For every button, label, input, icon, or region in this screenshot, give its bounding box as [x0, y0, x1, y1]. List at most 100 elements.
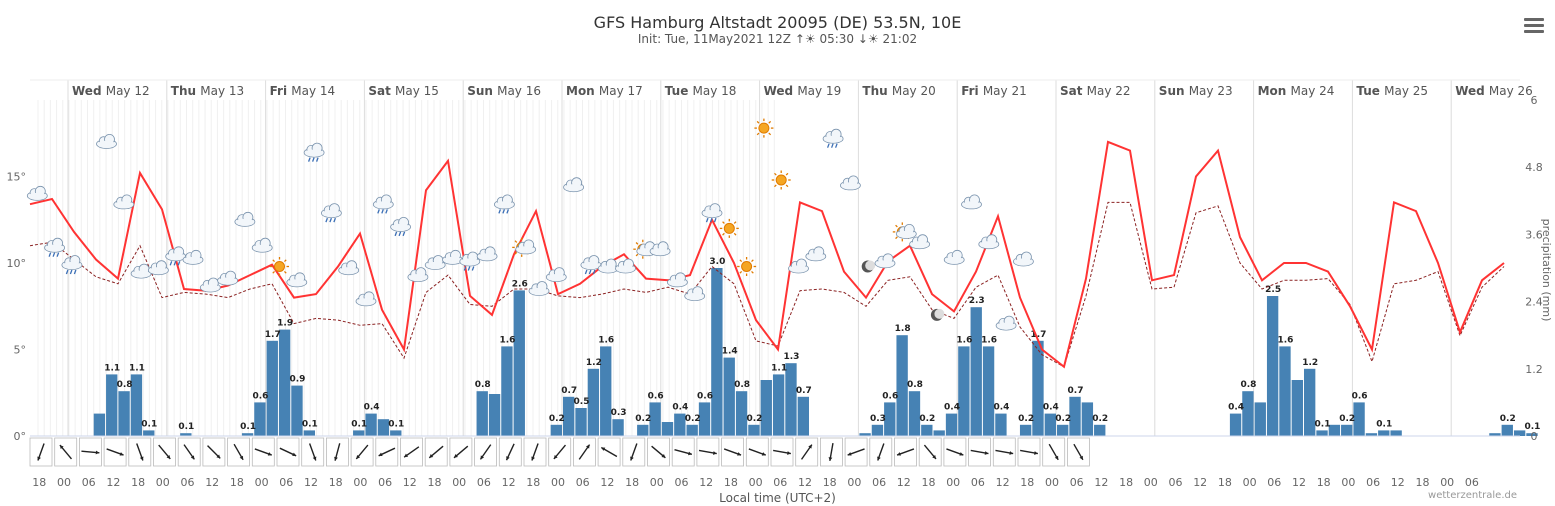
wind-arrow-icon	[723, 448, 742, 456]
hamburger-menu-icon[interactable]	[1524, 18, 1544, 34]
cloud-icon	[147, 260, 169, 276]
precip-bar	[1094, 424, 1106, 436]
wind-arrow-icon	[355, 444, 369, 460]
cloud-icon	[788, 258, 809, 274]
rain-cloud-icon	[303, 142, 325, 162]
precip-label: 0.7	[1068, 386, 1084, 396]
x-tick-label: 12	[996, 476, 1010, 489]
precip-bar	[1081, 402, 1094, 436]
rain-cloud-icon	[44, 237, 65, 257]
precip-label: 0.2	[549, 414, 565, 424]
cloud-icon	[684, 286, 706, 302]
precip-label: 1.7	[1030, 330, 1046, 340]
cloud-icon	[217, 270, 239, 286]
precip-label: 0.1	[178, 422, 194, 432]
x-tick-label: 18	[1119, 476, 1133, 489]
x-tick-label: 00	[946, 476, 960, 489]
precip-bar	[365, 413, 377, 436]
cloud-icon	[597, 258, 619, 274]
precip-label: 0.2	[685, 414, 701, 424]
precip-bar	[871, 424, 884, 436]
wind-arrow-icon	[207, 445, 221, 459]
precip-label: 0.1	[1315, 419, 1331, 429]
wind-arrow-icon	[233, 443, 244, 461]
precip-bar	[785, 363, 797, 436]
x-tick-label: 00	[452, 476, 466, 489]
precip-label: 0.8	[475, 380, 491, 390]
precip-label: 0.4	[672, 403, 688, 413]
precip-bar	[1069, 396, 1081, 436]
x-tick-label: 18	[1416, 476, 1430, 489]
wind-arrow-icon	[254, 448, 272, 456]
sun-icon	[754, 118, 774, 138]
day-header: Wed May 19	[764, 84, 842, 98]
rain-cloud-icon	[320, 203, 342, 223]
x-tick-label: 00	[1045, 476, 1059, 489]
precip-bar	[266, 340, 278, 436]
x-tick-label: 06	[773, 476, 787, 489]
sunrise-icon: ↑☀	[794, 32, 816, 46]
x-tick-label: 06	[675, 476, 689, 489]
precip-bar	[772, 374, 785, 436]
x-tick-label: 18	[625, 476, 639, 489]
precip-bar	[118, 391, 130, 436]
precip-bar	[1501, 424, 1513, 436]
day-header: Sat May 15	[368, 84, 439, 98]
precip-bar	[1044, 413, 1056, 436]
precip-bar	[1254, 402, 1266, 436]
precip-label: 0.2	[635, 414, 651, 424]
wind-arrow-row	[29, 437, 1090, 467]
precip-label: 0.6	[648, 391, 664, 401]
wind-arrow-icon	[453, 445, 469, 459]
cloud-icon	[199, 277, 221, 293]
wind-arrow-icon	[651, 445, 666, 459]
precip-bar	[254, 402, 266, 436]
y-left-tick-label: 10°	[7, 257, 27, 270]
precip-bar	[476, 391, 488, 436]
precip-label: 0.1	[388, 419, 404, 429]
wind-arrow-icon	[600, 446, 618, 458]
precip-bar	[291, 385, 303, 436]
precip-bar	[1390, 430, 1402, 436]
x-tick-label: 06	[576, 476, 590, 489]
cloud-icon	[667, 272, 688, 288]
cloud-icon	[545, 267, 567, 283]
cloud-icon	[943, 249, 965, 265]
x-tick-label: 18	[1020, 476, 1034, 489]
day-header: Mon May 24	[1258, 84, 1335, 98]
cloud-icon	[182, 249, 204, 265]
weather-icons	[26, 118, 1034, 331]
x-tick-label: 06	[1267, 476, 1281, 489]
wind-arrow-icon	[531, 443, 539, 461]
precip-bar	[896, 335, 908, 436]
x-tick-label: 18	[1317, 476, 1331, 489]
precip-bar	[1279, 346, 1291, 436]
day-header-row: Wed May 12 Thu May 13 Fri May 14 Sat May 15…	[72, 84, 1533, 98]
x-tick-label: 06	[82, 476, 96, 489]
precip-label: 3.0	[709, 257, 725, 267]
precip-label: 0.1	[351, 419, 367, 429]
precip-label: 1.9	[277, 319, 293, 329]
cloud-icon	[113, 194, 135, 210]
x-tick-label: 12	[798, 476, 812, 489]
precip-label: 0.3	[870, 414, 886, 424]
precip-bar	[1057, 424, 1069, 436]
y-right-tick-label: 6	[1531, 94, 1538, 107]
cloud-icon	[442, 249, 463, 265]
wind-arrow-icon	[308, 443, 317, 461]
rain-cloud-icon	[165, 246, 187, 266]
sunset-time: 21:02	[882, 32, 918, 46]
precip-label: 0.1	[302, 419, 318, 429]
wind-arrow-icon	[828, 443, 834, 461]
x-tick-label: 12	[600, 476, 614, 489]
precip-bar	[711, 268, 723, 436]
precip-bar	[933, 430, 945, 436]
wind-arrow-icon	[37, 443, 45, 461]
rain-cloud-icon	[459, 251, 481, 271]
x-tick-label: 00	[353, 476, 367, 489]
y-right-tick-label: 0	[1531, 430, 1538, 443]
wind-arrow-icon	[1073, 443, 1084, 461]
precip-bar	[501, 346, 513, 436]
precip-label: 0.4	[944, 403, 960, 413]
cloud-icon	[961, 194, 982, 210]
